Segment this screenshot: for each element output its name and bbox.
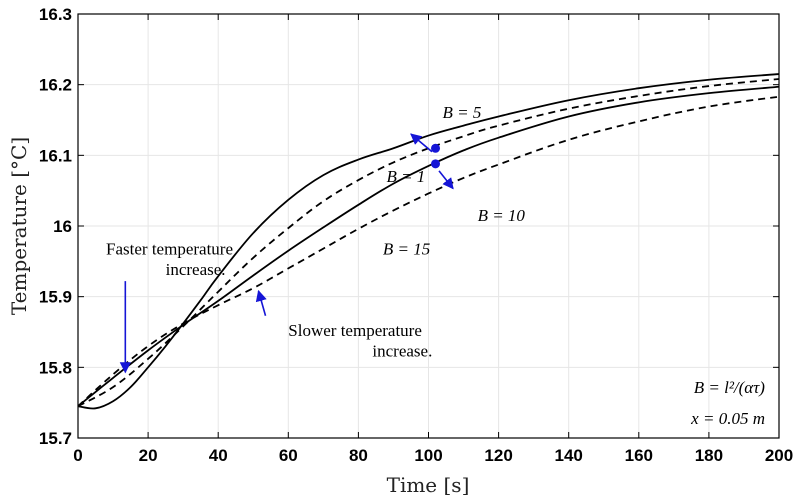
y-tick-label: 15.8 [39, 358, 72, 377]
axis-ticks: 0 20 40 60 80 100 120 140 160 180 200 15.7 15.8 15.9 1… [39, 5, 793, 465]
y-tick-label: 15.9 [39, 288, 72, 307]
x-tick-label: 20 [139, 446, 158, 465]
annotation-faster1: Faster temperature [106, 239, 233, 258]
data-marker [431, 159, 441, 169]
x-tick-label: 200 [765, 446, 793, 465]
x-tick-label: 180 [695, 446, 723, 465]
series-line-4 [77, 95, 780, 407]
x-tick-label: 100 [414, 446, 442, 465]
x-tick-label: 80 [349, 446, 368, 465]
y-tick-label: 15.7 [39, 429, 72, 448]
annotation-slower1: Slower temperature [288, 321, 422, 340]
y-tick-label: 16 [53, 217, 72, 236]
y-axis-label: Temperature [°C] [7, 137, 31, 315]
series-line-3 [77, 85, 780, 407]
y-tick-label: 16.2 [39, 76, 72, 95]
annotation-b10: B = 10 [478, 206, 526, 225]
annotation-b1: B = 1 [386, 167, 425, 186]
series-lines [77, 73, 780, 410]
x-tick-label: 120 [484, 446, 512, 465]
annotation-xpos: x = 0.05 m [690, 409, 765, 428]
annotation-faster2: increase. [166, 260, 226, 279]
data-markers [431, 143, 441, 169]
x-axis-label: Time [s] [387, 473, 470, 497]
annotation-arrow [410, 133, 433, 153]
annotation-arrows [119, 133, 454, 374]
x-tick-label: 160 [625, 446, 653, 465]
x-tick-label: 140 [555, 446, 583, 465]
x-tick-label: 0 [73, 446, 82, 465]
y-tick-label: 16.1 [39, 146, 72, 165]
annotation-b15: B = 15 [383, 239, 430, 258]
annotation-b5: B = 5 [443, 103, 482, 122]
y-tick-label: 16.3 [39, 5, 72, 24]
series-line-1 [77, 73, 780, 410]
series-line-2 [77, 78, 780, 407]
grid [78, 14, 779, 438]
data-marker [431, 143, 441, 153]
annotation-formula: B = l²/(ατ) [694, 378, 766, 397]
annotation-arrow [255, 289, 267, 316]
annotation-slower2: increase. [372, 342, 432, 361]
annotation-arrow [438, 170, 454, 190]
annotations: B = 1 B = 5 B = 10 B = 15 Faster temperature… [106, 103, 765, 428]
x-tick-label: 60 [279, 446, 298, 465]
x-tick-label: 40 [209, 446, 228, 465]
